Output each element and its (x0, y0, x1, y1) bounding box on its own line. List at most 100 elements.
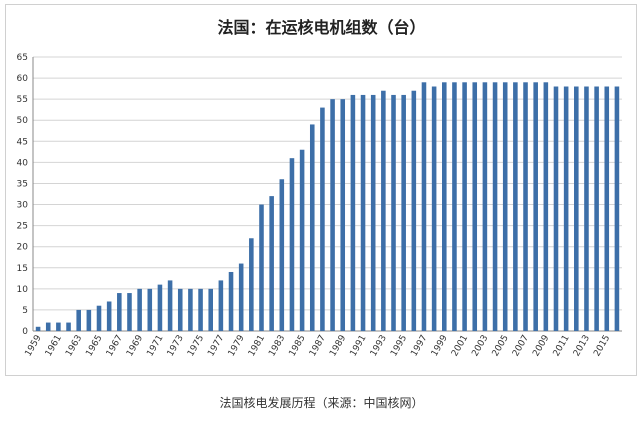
chart-caption: 法国核电发展历程（来源：中国核网） (219, 396, 424, 410)
bar-2016 (614, 86, 620, 331)
bar-1998 (431, 86, 437, 331)
bar-1986 (309, 124, 315, 331)
y-tick-label: 35 (17, 179, 28, 189)
x-tick-label: 1979 (227, 333, 247, 358)
x-tick-label: 1987 (308, 334, 328, 359)
bar-1978 (228, 271, 234, 331)
x-tick-label: 1993 (369, 334, 389, 359)
bar-1997 (421, 82, 427, 332)
bar-1967 (117, 293, 122, 331)
y-tick-label: 5 (22, 306, 28, 316)
x-tick-label: 1983 (267, 334, 287, 359)
x-tick-label: 2003 (470, 334, 490, 359)
bar-2009 (543, 82, 549, 332)
bar-2005 (502, 82, 508, 332)
x-tick-label: 1995 (389, 334, 409, 359)
x-tick-label: 1973 (166, 334, 186, 359)
x-tick-label: 2013 (572, 334, 592, 359)
bar-1981 (259, 204, 264, 331)
bar-1966 (106, 301, 112, 331)
y-tick-label: 55 (17, 95, 28, 105)
bar-1971 (157, 284, 163, 331)
x-tick-label: 1977 (206, 334, 226, 359)
bar-2007 (523, 82, 528, 332)
bar-1990 (350, 94, 356, 331)
bar-2013 (584, 86, 589, 331)
x-tick-label: 1967 (105, 334, 125, 359)
x-tick-label: 2011 (552, 334, 572, 359)
bar-1987 (320, 107, 325, 331)
bar-1994 (391, 94, 396, 331)
bar-1996 (411, 90, 417, 331)
y-tick-label: 50 (17, 116, 29, 126)
bar-1972 (167, 280, 173, 331)
y-tick-label: 20 (17, 243, 29, 253)
bar-1960 (45, 322, 51, 331)
chart-title: 法国：在运核电机组数（台） (217, 18, 426, 37)
bar-1989 (340, 99, 346, 332)
x-tick-label: 2001 (450, 334, 470, 359)
x-tick-label: 1969 (125, 333, 145, 358)
bar-1959 (35, 326, 41, 331)
x-tick-label: 2009 (531, 333, 551, 358)
bar-1992 (370, 94, 376, 331)
x-tick-label: 2015 (592, 334, 612, 359)
bar-1979 (238, 263, 244, 331)
bar-1995 (401, 94, 406, 331)
bar-1983 (279, 179, 285, 331)
bar-1961 (56, 322, 61, 331)
bar-1993 (381, 90, 386, 331)
bar-2010 (553, 86, 559, 331)
y-tick-label: 45 (17, 137, 28, 147)
y-tick-label: 60 (17, 74, 29, 84)
bars (35, 82, 620, 332)
bar-1982 (269, 196, 274, 331)
y-tick-label: 65 (17, 53, 28, 63)
bar-2012 (574, 86, 579, 331)
x-tick-label: 1999 (430, 333, 450, 358)
x-tick-label: 1981 (247, 334, 267, 359)
x-tick-label: 1959 (24, 333, 44, 358)
bar-1976 (208, 288, 214, 331)
x-tick-label: 1997 (409, 334, 429, 359)
bar-2008 (533, 82, 538, 332)
bar-1964 (86, 309, 92, 331)
bar-2014 (594, 86, 599, 331)
bar-1965 (96, 305, 102, 331)
bar-2003 (482, 82, 488, 332)
y-tick-label: 10 (17, 285, 29, 295)
bar-2001 (462, 82, 467, 332)
x-tick-label: 1965 (84, 334, 104, 359)
bar-1980 (249, 238, 254, 331)
bar-1970 (147, 288, 153, 331)
x-tick-label: 1971 (145, 334, 165, 359)
x-tick-label: 1975 (186, 334, 206, 359)
bar-1962 (66, 322, 71, 331)
bar-1984 (289, 158, 295, 331)
bar-1999 (441, 82, 447, 332)
bar-1974 (188, 288, 193, 331)
x-tick-label: 1985 (288, 334, 308, 359)
y-tick-label: 15 (17, 264, 28, 274)
x-tick-label: 1989 (328, 333, 348, 358)
y-tick-label: 40 (17, 158, 29, 168)
bar-2004 (492, 82, 498, 332)
x-tick-label: 2007 (511, 334, 531, 359)
x-tick-label: 1991 (349, 334, 369, 359)
bar-2011 (563, 86, 569, 331)
x-tick-label: 1961 (44, 334, 64, 359)
bar-2006 (513, 82, 518, 332)
bar-1985 (299, 149, 305, 331)
bar-1969 (137, 288, 142, 331)
bar-2000 (452, 82, 457, 332)
bar-1963 (76, 309, 81, 331)
y-tick-label: 30 (17, 201, 29, 211)
y-tick-label: 0 (22, 327, 28, 337)
bar-1988 (330, 99, 335, 332)
y-tick-label: 25 (17, 222, 28, 232)
x-tick-label: 2005 (491, 334, 511, 359)
bar-1968 (127, 293, 132, 331)
bar-1977 (218, 280, 224, 331)
bar-1975 (198, 288, 203, 331)
